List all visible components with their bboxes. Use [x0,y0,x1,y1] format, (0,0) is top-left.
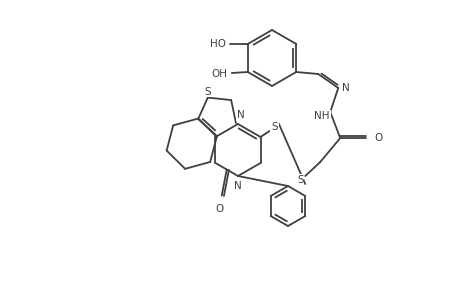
Text: O: O [215,203,224,214]
Text: O: O [374,133,382,143]
Text: N: N [236,110,244,120]
Text: S: S [297,175,303,185]
Text: NH: NH [314,111,329,121]
Text: S: S [204,87,211,97]
Text: HO: HO [209,39,225,49]
Text: N: N [341,83,349,93]
Text: S: S [271,122,277,132]
Text: N: N [234,181,241,191]
Text: OH: OH [211,69,227,79]
